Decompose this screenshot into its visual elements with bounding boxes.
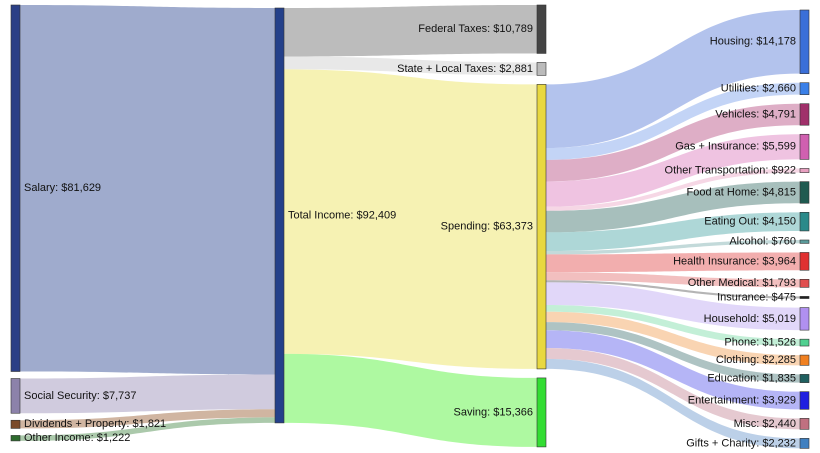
link xyxy=(546,252,800,273)
node-label: Health Insurance: $3,964 xyxy=(673,255,796,267)
node xyxy=(536,62,547,76)
link xyxy=(546,282,800,331)
link xyxy=(546,311,800,366)
node-label: Gifts + Charity: $2,232 xyxy=(686,437,796,449)
node xyxy=(799,9,810,74)
node-label: Food at Home: $4,815 xyxy=(687,186,796,198)
link xyxy=(546,304,800,347)
link xyxy=(20,374,275,414)
node xyxy=(799,418,810,430)
node xyxy=(799,296,810,299)
node-label: Saving: $15,366 xyxy=(453,406,533,418)
node xyxy=(799,438,810,449)
node xyxy=(799,181,810,204)
node-label: Eating Out: $4,150 xyxy=(704,216,796,228)
link xyxy=(546,212,800,252)
node-label: Gas + Insurance: $5,599 xyxy=(675,141,796,153)
node-label: Other Income: $1,222 xyxy=(24,432,130,444)
node xyxy=(799,82,810,95)
node-label: Total Income: $92,409 xyxy=(288,209,396,221)
link xyxy=(546,280,800,299)
node xyxy=(799,168,810,173)
node xyxy=(799,252,810,271)
node xyxy=(10,435,21,442)
node-label: Household: $5,019 xyxy=(704,313,796,325)
node xyxy=(274,7,285,424)
node xyxy=(799,391,810,410)
node xyxy=(799,354,810,366)
node xyxy=(799,239,810,244)
node-label: Misc: $2,440 xyxy=(734,418,796,430)
node xyxy=(10,4,21,372)
node-label: Phone: $1,526 xyxy=(724,337,796,349)
node-label: Other Transportation: $922 xyxy=(665,164,796,176)
link xyxy=(546,239,800,255)
node-label: Alcohol: $760 xyxy=(729,236,796,248)
link xyxy=(20,409,275,429)
node-label: Clothing: $2,285 xyxy=(716,354,796,366)
node-label: Federal Taxes: $10,789 xyxy=(418,23,533,35)
link xyxy=(546,330,800,410)
node xyxy=(799,212,810,232)
node-label: Insurance: $475 xyxy=(717,291,796,303)
link xyxy=(546,347,800,430)
link xyxy=(546,168,800,211)
node-label: State + Local Taxes: $2,881 xyxy=(397,63,533,75)
link xyxy=(546,358,800,449)
link xyxy=(284,5,537,57)
node xyxy=(10,378,21,414)
node-label: Vehicles: $4,791 xyxy=(715,108,796,120)
link xyxy=(546,82,800,160)
node xyxy=(536,4,547,54)
links xyxy=(20,5,800,449)
link xyxy=(20,417,275,441)
link xyxy=(546,103,800,182)
node-label: Other Medical: $1,793 xyxy=(688,277,796,289)
link xyxy=(546,272,800,288)
node xyxy=(799,133,810,160)
link xyxy=(546,134,800,207)
link xyxy=(284,56,537,76)
link xyxy=(284,69,537,369)
node xyxy=(799,374,810,383)
node-label: Utilities: $2,660 xyxy=(721,83,796,95)
link xyxy=(546,181,800,233)
node-label: Spending: $63,373 xyxy=(441,221,533,233)
node xyxy=(536,377,547,448)
node xyxy=(536,84,547,370)
node xyxy=(10,419,21,429)
node-label: Social Security: $7,737 xyxy=(24,390,137,402)
node-label: Education: $1,835 xyxy=(707,372,796,384)
link xyxy=(546,10,800,149)
node xyxy=(799,307,810,331)
node-label: Dividends + Property: $1,821 xyxy=(24,418,166,430)
link xyxy=(546,322,800,383)
link xyxy=(284,353,537,447)
node xyxy=(799,338,810,347)
link xyxy=(20,5,275,375)
node-label: Salary: $81,629 xyxy=(24,182,101,194)
node-label: Housing: $14,178 xyxy=(710,36,796,48)
node xyxy=(799,103,810,126)
node-label: Entertainment: $3,929 xyxy=(688,394,796,406)
node xyxy=(799,279,810,288)
